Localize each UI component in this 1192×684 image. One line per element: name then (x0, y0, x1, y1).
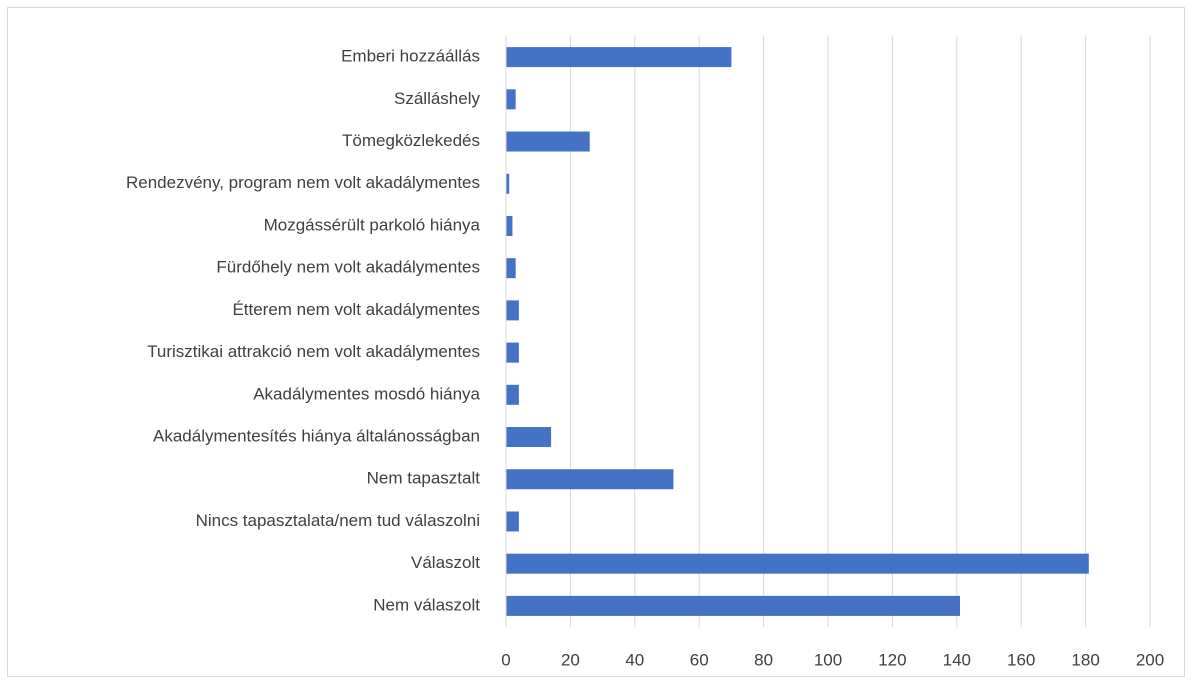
x-tick-label: 0 (501, 650, 510, 669)
bar (506, 427, 552, 448)
y-tick-label: Emberi hozzáállás (341, 47, 480, 66)
bar (506, 300, 519, 321)
bar (506, 173, 510, 194)
y-tick-label: Akadálymentes mosdó hiánya (253, 384, 480, 403)
bar (506, 47, 732, 68)
bar (506, 258, 516, 279)
x-tick-label: 180 (1071, 650, 1099, 669)
x-tick-label: 20 (561, 650, 580, 669)
bar (506, 469, 674, 490)
bar (506, 595, 961, 616)
x-tick-label: 160 (1007, 650, 1035, 669)
x-tick-label: 40 (625, 650, 644, 669)
y-tick-label: Nem válaszolt (373, 595, 480, 614)
x-tick-label: 60 (690, 650, 709, 669)
bar (506, 89, 516, 110)
bar (506, 342, 519, 363)
bar (506, 511, 519, 532)
y-tick-label: Étterem nem volt akadálymentes (232, 300, 480, 319)
y-tick-label: Rendezvény, program nem volt akadályment… (126, 173, 480, 192)
y-tick-label: Válaszolt (411, 553, 480, 572)
bar (506, 384, 519, 405)
x-tick-label: 200 (1136, 650, 1164, 669)
y-tick-label: Nem tapasztalt (367, 469, 481, 488)
bar (506, 553, 1089, 574)
y-tick-label: Akadálymentesítés hiánya általánosságban (153, 427, 480, 446)
y-tick-label: Szálláshely (394, 89, 480, 108)
y-tick-label: Turisztikai attrakció nem volt akadályme… (147, 342, 480, 361)
bar (506, 215, 513, 236)
y-tick-label: Tömegközlekedés (342, 131, 480, 150)
y-tick-label: Nincs tapasztalata/nem tud válaszolni (196, 511, 480, 530)
x-tick-label: 80 (754, 650, 773, 669)
x-tick-label: 120 (878, 650, 906, 669)
y-tick-label: Fürdőhely nem volt akadálymentes (216, 258, 480, 277)
x-tick-label: 140 (943, 650, 971, 669)
bar (506, 131, 590, 152)
y-tick-label: Mozgássérült parkoló hiánya (264, 215, 481, 234)
x-tick-label: 100 (814, 650, 842, 669)
